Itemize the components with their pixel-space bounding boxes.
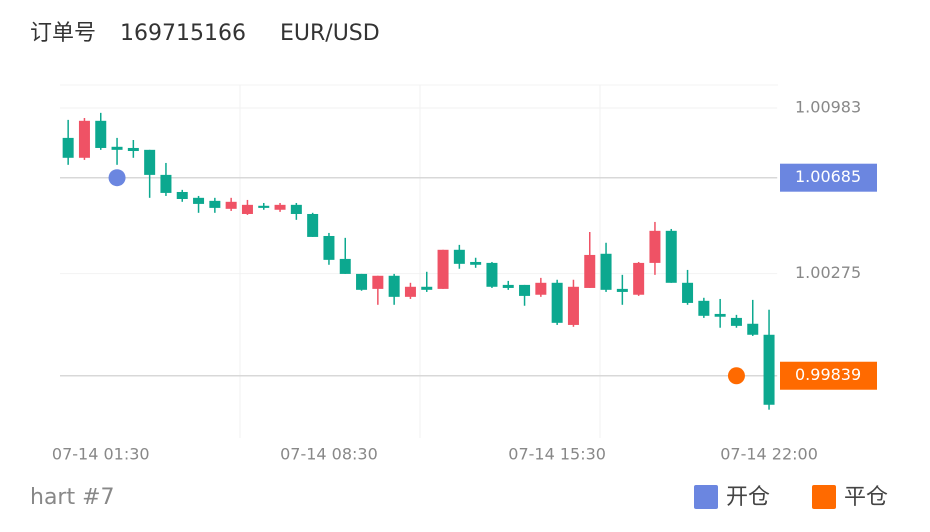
- candle-body: [437, 249, 449, 289]
- candle-body: [421, 286, 433, 290]
- candle-body: [144, 149, 156, 175]
- candle-body: [95, 120, 107, 148]
- price-box: [780, 163, 877, 192]
- candle-body: [127, 147, 139, 152]
- candle-body: [258, 205, 270, 208]
- candle-body: [372, 275, 384, 289]
- candle-body: [551, 282, 563, 323]
- y-tick-label: 1.00275: [795, 263, 861, 282]
- candle-body: [649, 230, 661, 263]
- candle-body: [307, 213, 319, 237]
- legend-label: 平仓: [844, 485, 888, 510]
- chart-name: hart #7: [30, 485, 115, 510]
- order-id: 169715166: [120, 21, 246, 46]
- x-tick-label: 07-14 22:00: [720, 445, 818, 464]
- order-label: 订单号: [30, 21, 96, 46]
- legend-swatch: [694, 485, 718, 509]
- candle-body: [404, 286, 416, 297]
- candle-body: [209, 200, 221, 208]
- candle-body: [665, 230, 677, 283]
- candle-body: [193, 197, 205, 204]
- y-tick-label: 1.00983: [795, 97, 861, 116]
- x-tick-label: 07-14 01:30: [52, 445, 150, 464]
- candle-body: [763, 334, 775, 405]
- x-tick-label: 07-14 15:30: [508, 445, 606, 464]
- candle-body: [176, 191, 188, 199]
- candle-body: [290, 204, 302, 214]
- candle-body: [519, 284, 531, 296]
- candle-body: [584, 254, 596, 288]
- candle-body: [470, 261, 482, 265]
- candle-body: [730, 317, 742, 326]
- trade-marker: [108, 169, 126, 187]
- candle-body: [698, 300, 710, 316]
- candle-body: [160, 174, 172, 193]
- candle-body: [241, 204, 253, 214]
- price-box: [780, 361, 877, 390]
- x-tick-label: 07-14 08:30: [280, 445, 378, 464]
- legend-swatch: [812, 485, 836, 509]
- candle-body: [747, 323, 759, 335]
- trade-marker: [727, 367, 745, 385]
- candle-body: [502, 284, 514, 288]
- plot-frame: [60, 84, 778, 438]
- candle-body: [616, 288, 628, 292]
- candle-body: [388, 275, 400, 297]
- candle-body: [323, 235, 335, 260]
- candle-body: [62, 137, 74, 158]
- candle-body: [600, 253, 612, 290]
- candle-body: [339, 258, 351, 274]
- candle-body: [633, 262, 645, 295]
- price-box-label: 0.99839: [795, 365, 861, 384]
- candle-body: [682, 282, 694, 303]
- price-box-label: 1.00685: [795, 167, 861, 186]
- candle-body: [78, 120, 90, 158]
- candle-body: [225, 201, 237, 209]
- candle-body: [453, 249, 465, 264]
- candle-body: [356, 273, 368, 290]
- symbol: EUR/USD: [280, 21, 380, 46]
- candle-body: [714, 313, 726, 317]
- legend-label: 开仓: [726, 485, 770, 510]
- candle-body: [486, 262, 498, 287]
- candle-body: [567, 286, 579, 325]
- candle-body: [274, 204, 286, 210]
- candle-body: [535, 282, 547, 295]
- candle-body: [111, 146, 123, 150]
